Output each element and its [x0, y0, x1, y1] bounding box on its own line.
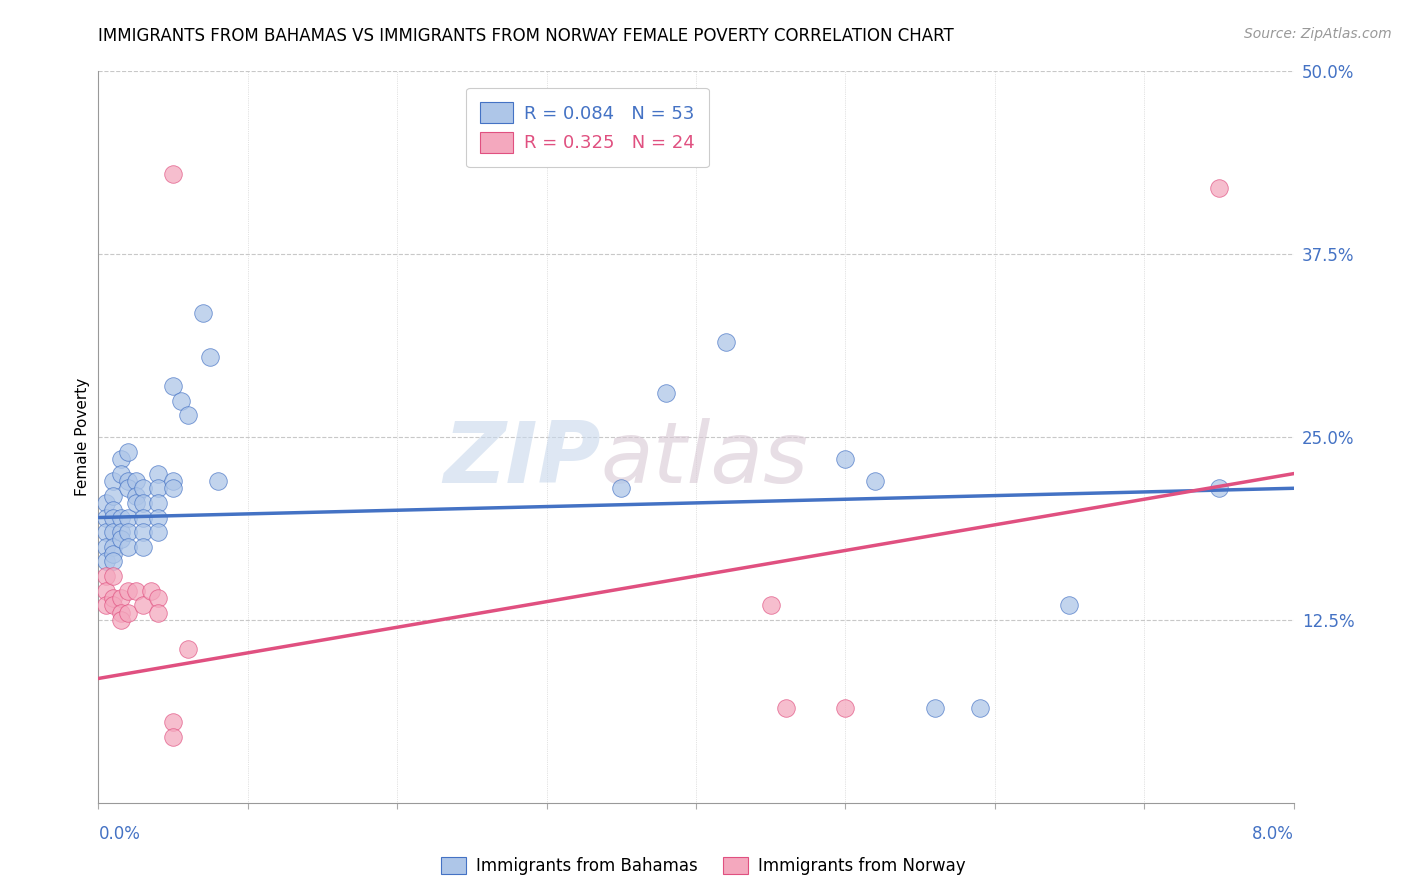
Point [117, 481, 139, 495]
Point [94, 525, 117, 540]
Point [834, 700, 856, 714]
Point [103, 591, 125, 605]
Point [177, 642, 200, 657]
Point [103, 525, 125, 540]
Point [655, 386, 678, 401]
Text: IMMIGRANTS FROM BAHAMAS VS IMMIGRANTS FROM NORWAY FEMALE POVERTY CORRELATION CHA: IMMIGRANTS FROM BAHAMAS VS IMMIGRANTS FR… [98, 27, 955, 45]
Point [125, 583, 148, 598]
Point [775, 700, 797, 714]
Point [162, 481, 184, 495]
Point [610, 481, 633, 495]
Point [110, 591, 132, 605]
Point [103, 599, 125, 613]
Point [94, 569, 117, 583]
Point [94, 583, 117, 598]
Point [177, 408, 200, 422]
Point [759, 599, 782, 613]
Point [117, 474, 139, 488]
Point [162, 730, 184, 744]
Point [162, 715, 184, 730]
Point [132, 599, 155, 613]
Text: ZIP: ZIP [443, 417, 600, 500]
Point [714, 334, 737, 349]
Point [103, 510, 125, 524]
Point [117, 540, 139, 554]
Point [148, 496, 170, 510]
Point [110, 467, 132, 481]
Point [110, 452, 132, 467]
Point [169, 393, 191, 408]
Point [103, 474, 125, 488]
Point [110, 510, 132, 524]
Point [117, 583, 139, 598]
Point [148, 510, 170, 524]
Point [117, 510, 139, 524]
Point [924, 700, 946, 714]
Point [132, 481, 155, 495]
Point [148, 467, 170, 481]
Point [1208, 481, 1230, 495]
Point [103, 569, 125, 583]
Point [125, 496, 148, 510]
Point [207, 474, 229, 488]
Point [103, 547, 125, 561]
Point [110, 525, 132, 540]
Point [863, 474, 886, 488]
Point [148, 591, 170, 605]
Point [94, 496, 117, 510]
Point [1208, 181, 1230, 195]
Point [94, 510, 117, 524]
Y-axis label: Female Poverty: Female Poverty [75, 378, 90, 496]
Point [162, 167, 184, 181]
Legend: Immigrants from Bahamas, Immigrants from Norway: Immigrants from Bahamas, Immigrants from… [433, 849, 973, 884]
Point [139, 583, 162, 598]
Point [103, 540, 125, 554]
Point [148, 606, 170, 620]
Text: 0.0%: 0.0% [98, 825, 141, 843]
Point [117, 525, 139, 540]
Point [1059, 599, 1081, 613]
Point [110, 533, 132, 547]
Point [94, 599, 117, 613]
Point [110, 606, 132, 620]
Point [200, 350, 222, 364]
Point [94, 540, 117, 554]
Point [125, 474, 148, 488]
Point [148, 525, 170, 540]
Point [94, 554, 117, 568]
Point [110, 613, 132, 627]
Text: Source: ZipAtlas.com: Source: ZipAtlas.com [1244, 27, 1392, 41]
Point [103, 503, 125, 517]
Point [162, 379, 184, 393]
Point [191, 306, 214, 320]
Point [132, 525, 155, 540]
Text: atlas: atlas [600, 417, 808, 500]
Point [162, 474, 184, 488]
Point [148, 481, 170, 495]
Point [103, 554, 125, 568]
Point [132, 496, 155, 510]
Point [132, 540, 155, 554]
Point [125, 489, 148, 503]
Legend: R = 0.084   N = 53, R = 0.325   N = 24: R = 0.084 N = 53, R = 0.325 N = 24 [465, 87, 709, 168]
Text: 8.0%: 8.0% [1251, 825, 1294, 843]
Point [117, 606, 139, 620]
Point [969, 700, 991, 714]
Point [103, 489, 125, 503]
Point [117, 444, 139, 458]
Point [132, 510, 155, 524]
Point [834, 452, 856, 467]
